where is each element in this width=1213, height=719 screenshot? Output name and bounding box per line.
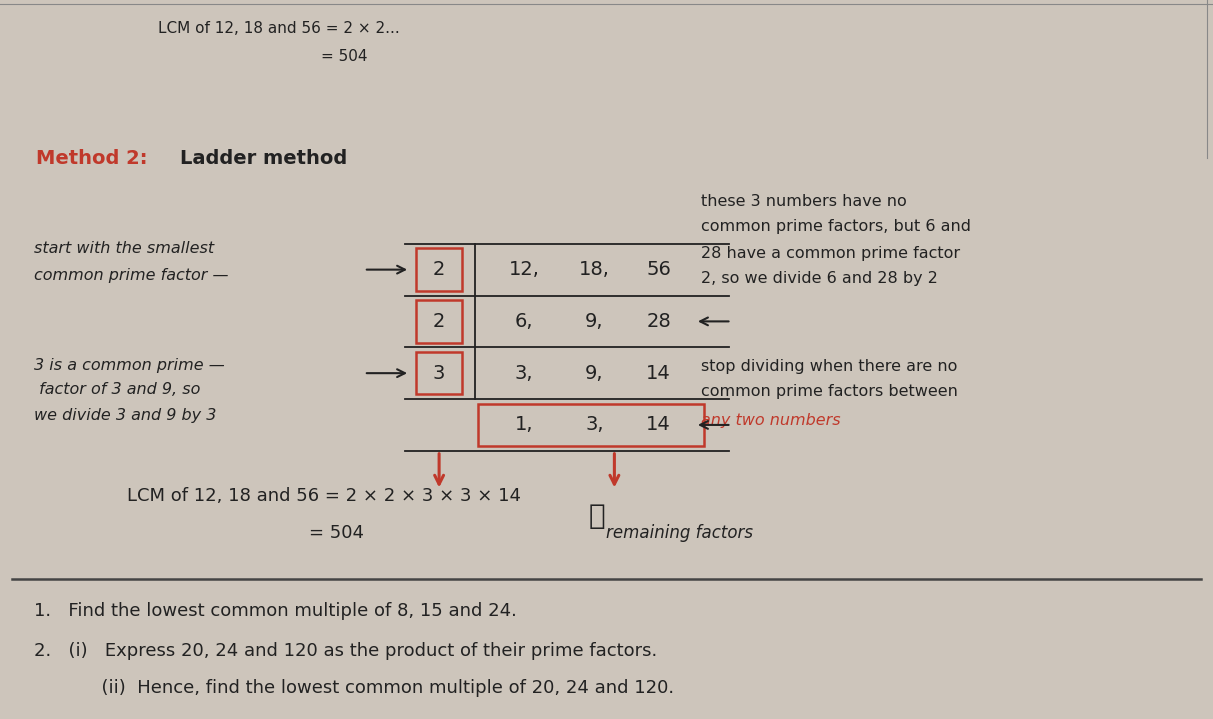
Text: 2: 2 bbox=[433, 260, 445, 279]
Text: factor of 3 and 9, so: factor of 3 and 9, so bbox=[34, 383, 200, 397]
Text: 1,: 1, bbox=[514, 416, 534, 434]
Text: 9,: 9, bbox=[585, 312, 604, 331]
Text: 2, so we divide 6 and 28 by 2: 2, so we divide 6 and 28 by 2 bbox=[701, 272, 938, 286]
Text: we divide 3 and 9 by 3: we divide 3 and 9 by 3 bbox=[34, 408, 216, 423]
Text: 3,: 3, bbox=[514, 364, 534, 383]
Text: 3,: 3, bbox=[585, 416, 604, 434]
Text: = 504: = 504 bbox=[321, 49, 368, 63]
Text: 28 have a common prime factor: 28 have a common prime factor bbox=[701, 246, 961, 260]
Text: LCM of 12, 18 and 56 = 2 × 2...: LCM of 12, 18 and 56 = 2 × 2... bbox=[158, 22, 399, 36]
Text: = 504: = 504 bbox=[309, 524, 364, 543]
Text: 3: 3 bbox=[433, 364, 445, 383]
Text: common prime factor —: common prime factor — bbox=[34, 268, 228, 283]
Text: remaining factors: remaining factors bbox=[606, 524, 753, 543]
Text: 28: 28 bbox=[647, 312, 671, 331]
Text: these 3 numbers have no: these 3 numbers have no bbox=[701, 194, 907, 209]
Text: 2: 2 bbox=[433, 312, 445, 331]
Text: 6,: 6, bbox=[514, 312, 534, 331]
Text: ⌢: ⌢ bbox=[588, 503, 605, 530]
Text: LCM of 12, 18 and 56 = 2 × 2 × 3 × 3 × 14: LCM of 12, 18 and 56 = 2 × 2 × 3 × 3 × 1… bbox=[127, 487, 522, 505]
Text: common prime factors, but 6 and: common prime factors, but 6 and bbox=[701, 219, 972, 234]
Text: 18,: 18, bbox=[579, 260, 610, 279]
Text: 1.   Find the lowest common multiple of 8, 15 and 24.: 1. Find the lowest common multiple of 8,… bbox=[34, 602, 517, 620]
Text: any two numbers: any two numbers bbox=[701, 413, 841, 428]
Text: 9,: 9, bbox=[585, 364, 604, 383]
Text: 2.   (i)   Express 20, 24 and 120 as the product of their prime factors.: 2. (i) Express 20, 24 and 120 as the pro… bbox=[34, 641, 657, 660]
Text: Method 2:: Method 2: bbox=[36, 149, 148, 168]
Text: 3 is a common prime —: 3 is a common prime — bbox=[34, 358, 224, 372]
Text: 14: 14 bbox=[647, 416, 671, 434]
Text: start with the smallest: start with the smallest bbox=[34, 241, 213, 255]
Text: stop dividing when there are no: stop dividing when there are no bbox=[701, 360, 957, 374]
Text: 12,: 12, bbox=[508, 260, 540, 279]
Text: Ladder method: Ladder method bbox=[180, 149, 347, 168]
Text: common prime factors between: common prime factors between bbox=[701, 385, 958, 399]
Text: 14: 14 bbox=[647, 364, 671, 383]
Text: (ii)  Hence, find the lowest common multiple of 20, 24 and 120.: (ii) Hence, find the lowest common multi… bbox=[67, 679, 674, 697]
Text: 56: 56 bbox=[647, 260, 671, 279]
